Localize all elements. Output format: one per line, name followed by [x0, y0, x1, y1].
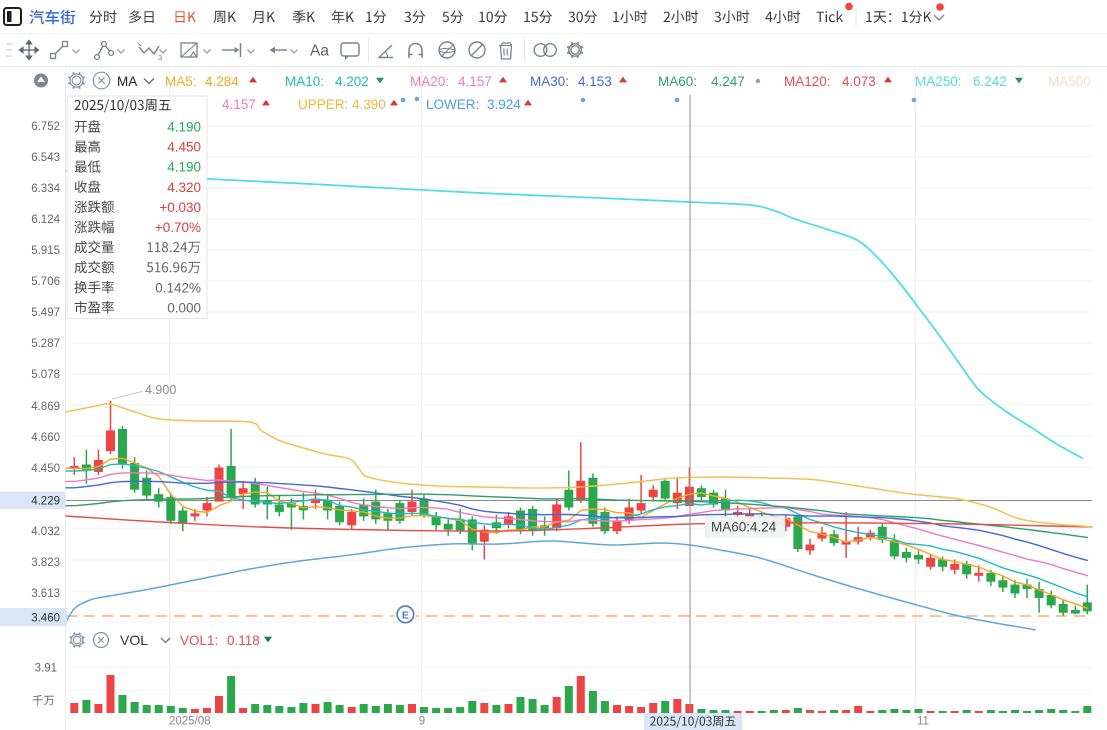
- svg-text:4.320: 4.320: [167, 180, 201, 195]
- svg-text:4.284: 4.284: [205, 74, 239, 89]
- svg-text:Aa: Aa: [310, 43, 329, 60]
- svg-text:3.460: 3.460: [31, 613, 60, 625]
- svg-text:+0.030: +0.030: [159, 200, 201, 215]
- svg-text:MA500: MA500: [1048, 74, 1091, 89]
- svg-text:0.000: 0.000: [167, 300, 201, 315]
- svg-text:5.497: 5.497: [31, 307, 60, 319]
- svg-text:4.153: 4.153: [578, 74, 612, 89]
- svg-text:4.073: 4.073: [842, 74, 876, 89]
- svg-text:MA30:: MA30:: [530, 74, 569, 89]
- svg-text:6.752: 6.752: [31, 121, 60, 133]
- svg-text:4.869: 4.869: [31, 401, 60, 413]
- svg-text:4.450: 4.450: [167, 140, 201, 155]
- svg-text:4.660: 4.660: [31, 432, 60, 444]
- svg-text:3: 3: [158, 53, 162, 62]
- svg-text:MA250:: MA250:: [915, 74, 962, 89]
- svg-text:3.823: 3.823: [31, 557, 60, 569]
- svg-text:4.157: 4.157: [222, 97, 256, 112]
- svg-text:E: E: [402, 609, 409, 621]
- svg-text:5.078: 5.078: [31, 369, 60, 381]
- svg-text:4.450: 4.450: [31, 463, 60, 475]
- svg-text:4.900: 4.900: [145, 383, 176, 397]
- svg-text:+0.70%: +0.70%: [155, 220, 201, 235]
- svg-text:4.229: 4.229: [31, 496, 60, 508]
- svg-text:0.118: 0.118: [227, 633, 260, 648]
- svg-text:MA20:: MA20:: [410, 74, 449, 89]
- svg-text:3.924: 3.924: [487, 97, 521, 112]
- svg-text:MA120:: MA120:: [784, 74, 831, 89]
- svg-text:MA5:: MA5:: [165, 74, 197, 89]
- svg-text:MA60:: MA60:: [658, 74, 697, 89]
- svg-text:6.124: 6.124: [31, 214, 60, 226]
- svg-text:LOWER:: LOWER:: [426, 97, 479, 112]
- svg-text:UPPER:: UPPER:: [298, 97, 348, 112]
- svg-text:MA60:4.24: MA60:4.24: [711, 520, 777, 535]
- svg-text:VOL1:: VOL1:: [180, 633, 218, 648]
- svg-text:6.334: 6.334: [31, 183, 60, 195]
- svg-text:4.390: 4.390: [352, 97, 386, 112]
- svg-text:11: 11: [917, 716, 929, 728]
- svg-text:2025/08: 2025/08: [169, 716, 211, 728]
- svg-text:4.032: 4.032: [31, 526, 60, 538]
- svg-text:MA: MA: [117, 74, 137, 89]
- svg-text:4.190: 4.190: [167, 120, 201, 135]
- svg-text:4.202: 4.202: [335, 74, 369, 89]
- svg-text:5.287: 5.287: [31, 338, 60, 350]
- svg-text:4.247: 4.247: [711, 74, 745, 89]
- svg-text:3.613: 3.613: [31, 588, 60, 600]
- svg-text:6.242: 6.242: [973, 74, 1007, 89]
- svg-text:5.915: 5.915: [31, 245, 60, 257]
- svg-text:VOL: VOL: [120, 632, 148, 648]
- svg-text:9: 9: [419, 716, 425, 728]
- svg-text:MA10:: MA10:: [285, 74, 324, 89]
- svg-text:6.543: 6.543: [31, 152, 60, 164]
- svg-text:3.91: 3.91: [35, 663, 57, 675]
- svg-text:4.190: 4.190: [167, 160, 201, 175]
- svg-text:0.142%: 0.142%: [155, 280, 201, 295]
- svg-text:5.706: 5.706: [31, 276, 60, 288]
- svg-text:4.157: 4.157: [458, 74, 492, 89]
